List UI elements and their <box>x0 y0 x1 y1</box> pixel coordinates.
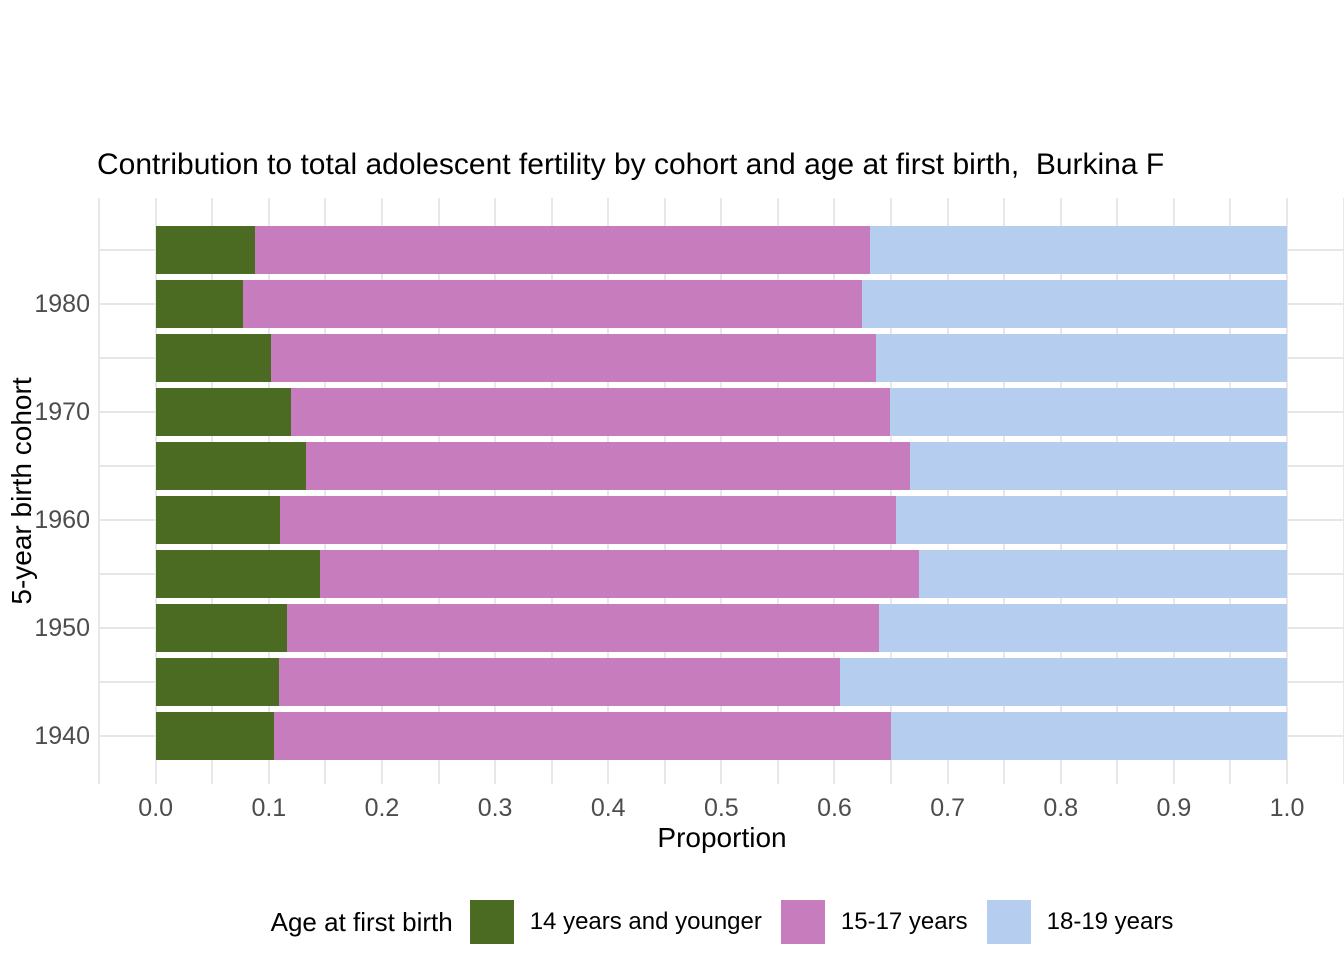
legend-entry: 14 years and younger <box>469 900 762 944</box>
bar-segment <box>155 711 275 760</box>
x-gridline <box>946 198 949 784</box>
x-tick-label: 0.5 <box>703 794 739 822</box>
bar-segment <box>861 279 1287 328</box>
bar-segment <box>279 657 841 706</box>
x-tick-label: 0.6 <box>817 794 852 822</box>
x-gridline <box>1286 198 1288 784</box>
x-tick-label: 0.4 <box>590 794 626 822</box>
x-gridline <box>437 198 440 784</box>
bar-segment <box>280 495 896 544</box>
x-tick-label: 0.1 <box>251 794 287 822</box>
x-tick-label: 1.0 <box>1269 794 1305 822</box>
x-gridline <box>607 198 610 784</box>
x-gridline <box>154 198 157 784</box>
bar-segment <box>155 603 287 652</box>
x-gridline <box>1172 198 1175 784</box>
legend-entry: 15-17 years <box>780 900 968 944</box>
x-gridline <box>890 198 893 784</box>
bar-segment <box>242 279 862 328</box>
x-gridline <box>1003 198 1006 784</box>
y-axis-title: 5-year birth cohort <box>6 377 37 605</box>
x-gridline <box>833 198 836 784</box>
y-tick-label: 1980 <box>34 289 90 318</box>
legend-swatch <box>986 900 1031 944</box>
x-gridline <box>267 198 270 784</box>
x-gridline <box>324 198 327 784</box>
bar-segment <box>155 333 272 382</box>
bar-segment <box>155 225 256 274</box>
x-gridline <box>776 198 779 784</box>
x-gridline <box>380 198 383 784</box>
x-gridline <box>1342 198 1344 784</box>
bar-segment <box>840 657 1287 706</box>
legend-entry-label: 18-19 years <box>1046 908 1174 935</box>
x-tick-label: 0.8 <box>1043 794 1079 822</box>
legend-entries: 14 years and younger 15-17 years 18-19 yea… <box>469 900 1174 944</box>
bar-segment <box>271 333 877 382</box>
x-tick-label: 0.7 <box>930 794 965 822</box>
y-tick-label: 1940 <box>34 721 90 750</box>
bar-segment <box>895 495 1287 544</box>
bar-segment <box>155 495 281 544</box>
x-gridline <box>98 198 101 784</box>
bar-segment <box>889 387 1287 436</box>
bar-segment <box>155 441 307 490</box>
x-gridline <box>211 198 214 784</box>
x-axis-title: Proportion <box>657 822 787 853</box>
bar-segment <box>255 225 870 274</box>
x-tick-label: 0.9 <box>1156 794 1192 822</box>
bar-segment <box>869 225 1287 274</box>
legend-swatch <box>780 900 825 944</box>
y-tick-label: 1970 <box>34 397 90 426</box>
legend-title: Age at first birth <box>270 906 453 937</box>
bar-segment <box>878 603 1287 652</box>
x-gridline <box>1116 198 1119 784</box>
legend-swatch <box>469 900 514 944</box>
x-gridline <box>550 198 553 784</box>
legend-entry-label: 15-17 years <box>840 908 968 935</box>
legend-entry-label: 14 years and younger <box>529 908 762 935</box>
x-gridline <box>1229 198 1232 784</box>
y-tick-label: 1950 <box>34 613 90 642</box>
bar-segment <box>319 549 920 598</box>
bar-segment <box>155 279 243 328</box>
bar-segment <box>910 441 1287 490</box>
bar-segment <box>155 549 320 598</box>
legend-entry: 18-19 years <box>986 900 1174 944</box>
bar-segment <box>286 603 879 652</box>
bar-segment <box>291 387 890 436</box>
x-gridline <box>720 198 723 784</box>
bar-segment <box>876 333 1287 382</box>
x-tick-label: 0.0 <box>138 794 174 822</box>
chart-title: Contribution to total adolescent fertili… <box>97 148 1165 181</box>
x-gridline <box>663 198 666 784</box>
bar-segment <box>155 657 279 706</box>
bar-segment <box>274 711 892 760</box>
x-gridline <box>1059 198 1062 784</box>
bar-segment <box>306 441 911 490</box>
x-tick-label: 0.2 <box>364 794 400 822</box>
y-tick-label: 1960 <box>34 505 90 534</box>
bar-segment <box>919 549 1287 598</box>
legend: Age at first birth 14 years and younger 1… <box>100 896 1344 948</box>
bar-segment <box>155 387 292 436</box>
x-gridline <box>494 198 497 784</box>
x-tick-label: 0.3 <box>477 794 513 822</box>
bar-segment <box>891 711 1287 760</box>
